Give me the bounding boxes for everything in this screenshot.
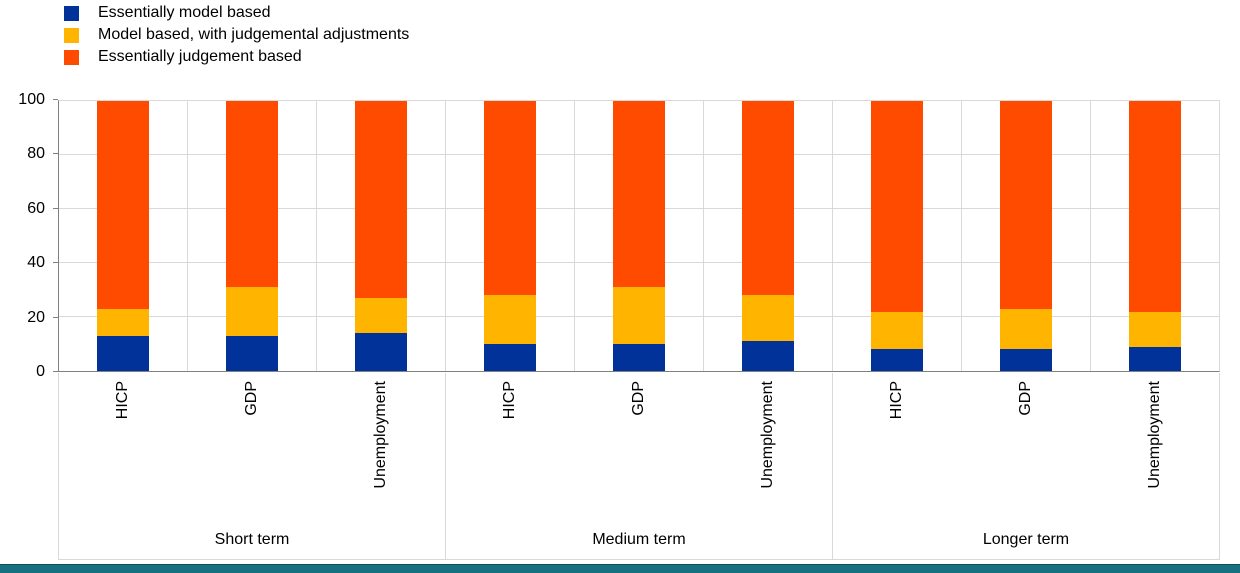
legend-swatch-judgement-based	[64, 49, 79, 65]
y-tick-mark	[53, 262, 58, 264]
y-tick-mark	[53, 371, 58, 372]
legend-label-judgement-based: Essentially judgement based	[98, 48, 302, 65]
category-cell: HICP	[59, 373, 188, 521]
bar-segment-essentially-judgement-based	[742, 101, 794, 296]
bar-segment-essentially-model-based	[1000, 349, 1052, 371]
chart-legend: Essentially model based Model based, wit…	[64, 5, 409, 65]
y-tick-label: 60	[27, 199, 45, 217]
bar-cell	[575, 101, 704, 371]
bar-cells	[59, 101, 1219, 371]
stacked-bar-medium-term-unemployment	[742, 101, 794, 371]
bar-cell	[188, 101, 317, 371]
bar-segment-model-based-with-judgemental-adjustments	[871, 311, 923, 350]
group-label-row: Short term Medium term Longer term	[59, 521, 1219, 559]
stacked-bar-longer-term-gdp	[1000, 101, 1052, 371]
bar-segment-model-based-with-judgemental-adjustments	[226, 287, 278, 336]
bar-segment-essentially-judgement-based	[1000, 101, 1052, 309]
bar-segment-essentially-judgement-based	[97, 101, 149, 309]
legend-swatch-model-based	[64, 5, 79, 21]
bar-segment-model-based-with-judgemental-adjustments	[484, 295, 536, 344]
bar-segment-essentially-model-based	[484, 344, 536, 371]
legend-swatch-model-with-judgement	[64, 27, 79, 43]
y-axis: 0 20 40 60 80 100	[0, 92, 58, 380]
bar-segment-essentially-judgement-based	[355, 101, 407, 299]
category-label-gdp: GDP	[630, 381, 648, 416]
bar-segment-essentially-model-based	[355, 333, 407, 371]
bar-segment-model-based-with-judgemental-adjustments	[1129, 311, 1181, 347]
legend-item-model-based: Essentially model based	[64, 5, 409, 21]
bar-segment-essentially-judgement-based	[1129, 101, 1181, 312]
legend-item-judgement-based: Essentially judgement based	[64, 49, 409, 65]
y-tick-label: 80	[27, 145, 45, 163]
legend-item-model-with-judgement: Model based, with judgemental adjustment…	[64, 27, 409, 43]
stacked-bar-short-term-hicp	[97, 101, 149, 371]
category-cell: Unemployment	[703, 373, 834, 521]
x-axis-area: HICP GDP Unemployment HICP GDP Unemployment HI…	[58, 373, 1220, 560]
y-tick-mark	[53, 99, 58, 100]
group-label-medium-term: Medium term	[446, 521, 833, 559]
category-cell: GDP	[575, 373, 704, 521]
bar-segment-model-based-with-judgemental-adjustments	[613, 287, 665, 344]
stacked-bar-short-term-gdp	[226, 101, 278, 371]
category-label-hicp: HICP	[501, 381, 519, 420]
bar-segment-model-based-with-judgemental-adjustments	[97, 308, 149, 336]
group-label-short-term: Short term	[59, 521, 446, 559]
bar-cell	[833, 101, 962, 371]
bottom-window-strip	[0, 564, 1240, 573]
category-label-hicp: HICP	[114, 381, 132, 420]
bar-segment-model-based-with-judgemental-adjustments	[742, 295, 794, 342]
plot-area	[58, 100, 1220, 372]
y-tick-mark	[53, 207, 58, 209]
stacked-bar-medium-term-hicp	[484, 101, 536, 371]
bar-segment-essentially-judgement-based	[871, 101, 923, 312]
y-tick-label: 40	[27, 254, 45, 272]
category-label-unemployment: Unemployment	[371, 381, 389, 489]
stacked-bar-medium-term-gdp	[613, 101, 665, 371]
category-cell: HICP	[833, 373, 962, 521]
category-label-unemployment: Unemployment	[1145, 381, 1163, 489]
bar-segment-model-based-with-judgemental-adjustments	[355, 298, 407, 334]
stacked-bar-longer-term-unemployment	[1129, 101, 1181, 371]
stacked-bar-longer-term-hicp	[871, 101, 923, 371]
group-label-longer-term: Longer term	[982, 531, 1070, 548]
category-cell: HICP	[446, 373, 575, 521]
bar-segment-essentially-model-based	[742, 341, 794, 371]
bar-cell	[704, 101, 833, 371]
bar-segment-model-based-with-judgemental-adjustments	[1000, 308, 1052, 350]
bar-cell	[962, 101, 1091, 371]
bar-segment-essentially-model-based	[613, 344, 665, 371]
bar-cell	[1091, 101, 1219, 371]
bar-segment-essentially-model-based	[97, 335, 149, 371]
bar-cell	[317, 101, 446, 371]
category-cell: Unemployment	[1090, 373, 1219, 521]
category-label-gdp: GDP	[1017, 381, 1035, 416]
category-cell: Unemployment	[316, 373, 447, 521]
category-cell: GDP	[962, 373, 1091, 521]
legend-label-model-based: Essentially model based	[98, 4, 271, 21]
category-label-hicp: HICP	[888, 381, 906, 420]
category-cell: GDP	[188, 373, 317, 521]
bar-segment-essentially-model-based	[1129, 346, 1181, 371]
category-label-gdp: GDP	[243, 381, 260, 416]
bar-segment-essentially-model-based	[871, 349, 923, 371]
category-label-row: HICP GDP Unemployment HICP GDP Unemployment HI…	[59, 373, 1219, 521]
legend-label-model-with-judgement: Model based, with judgemental adjustment…	[98, 26, 410, 43]
bar-segment-essentially-judgement-based	[484, 101, 536, 296]
category-label-unemployment: Unemployment	[758, 381, 776, 489]
y-tick-label: 0	[36, 363, 45, 380]
y-tick-label: 100	[18, 91, 45, 108]
bar-cell	[59, 101, 188, 371]
y-tick-label: 20	[27, 308, 45, 326]
stacked-bar-short-term-unemployment	[355, 101, 407, 371]
y-tick-mark	[53, 153, 58, 155]
bar-segment-essentially-judgement-based	[226, 101, 278, 288]
bar-segment-essentially-model-based	[226, 335, 278, 371]
bar-cell	[446, 101, 575, 371]
bar-segment-essentially-judgement-based	[613, 101, 665, 288]
y-tick-mark	[53, 316, 58, 318]
